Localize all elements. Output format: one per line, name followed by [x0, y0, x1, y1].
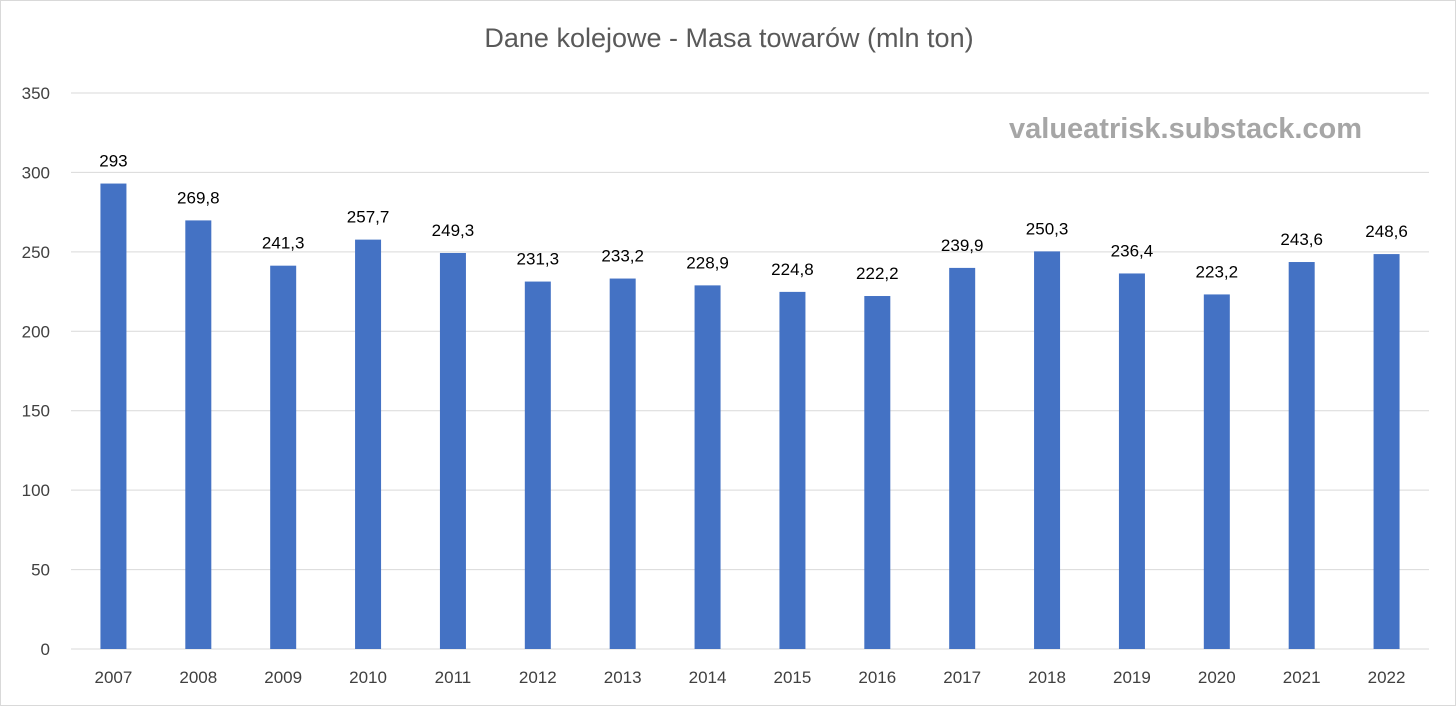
- data-label: 239,9: [941, 236, 984, 255]
- bar: [355, 239, 382, 650]
- bar: [1034, 251, 1061, 650]
- data-label: 243,6: [1280, 230, 1323, 249]
- x-tick-label: 2011: [435, 668, 472, 687]
- data-label: 222,2: [856, 264, 899, 283]
- x-tick-label: 2019: [1113, 668, 1151, 687]
- x-tick-label: 2013: [604, 668, 642, 687]
- data-label: 236,4: [1111, 241, 1154, 260]
- y-tick-label: 350: [22, 84, 50, 103]
- x-tick-label: 2021: [1283, 668, 1321, 687]
- bar: [1118, 273, 1145, 649]
- bar: [779, 291, 806, 649]
- y-tick-label: 100: [22, 481, 50, 500]
- bar: [270, 265, 297, 649]
- data-label: 250,3: [1026, 219, 1069, 238]
- bar: [100, 183, 127, 649]
- x-tick-label: 2015: [774, 668, 812, 687]
- data-label: 293: [99, 152, 127, 171]
- data-label: 269,8: [177, 188, 220, 207]
- bar: [185, 220, 212, 649]
- data-label: 248,6: [1365, 222, 1408, 241]
- y-tick-label: 0: [41, 640, 50, 659]
- bar: [1373, 254, 1400, 649]
- data-label: 231,3: [517, 250, 560, 269]
- x-tick-label: 2009: [264, 668, 302, 687]
- x-tick-label: 2010: [349, 668, 387, 687]
- x-tick-label: 2022: [1368, 668, 1406, 687]
- x-tick-label: 2016: [858, 668, 896, 687]
- bar: [694, 285, 721, 649]
- bar: [949, 267, 976, 649]
- y-tick-label: 300: [22, 163, 50, 182]
- x-tick-label: 2008: [179, 668, 217, 687]
- bar: [1203, 294, 1230, 649]
- y-tick-label: 50: [31, 561, 50, 580]
- x-tick-label: 2012: [519, 668, 557, 687]
- x-tick-label: 2017: [943, 668, 981, 687]
- data-label: 223,2: [1196, 262, 1239, 281]
- bar: [1288, 262, 1315, 649]
- watermark: valueatrisk.substack.com: [1009, 113, 1363, 145]
- bar: [439, 252, 466, 649]
- data-label: 241,3: [262, 234, 305, 253]
- data-label: 249,3: [432, 221, 475, 240]
- data-label: 228,9: [686, 253, 729, 272]
- data-label: 224,8: [771, 260, 814, 279]
- x-tick-label: 2014: [689, 668, 727, 687]
- x-tick-label: 2007: [95, 668, 133, 687]
- bar: [609, 278, 636, 649]
- y-tick-label: 150: [22, 402, 50, 421]
- y-tick-label: 200: [22, 322, 50, 341]
- y-tick-label: 250: [22, 243, 50, 262]
- data-label: 257,7: [347, 208, 390, 227]
- bar: [864, 296, 891, 649]
- x-tick-label: 2018: [1028, 668, 1066, 687]
- chart-title: Dane kolejowe - Masa towarów (mln ton): [484, 23, 974, 53]
- x-tick-label: 2020: [1198, 668, 1236, 687]
- bar: [524, 281, 551, 649]
- data-label: 233,2: [601, 247, 644, 266]
